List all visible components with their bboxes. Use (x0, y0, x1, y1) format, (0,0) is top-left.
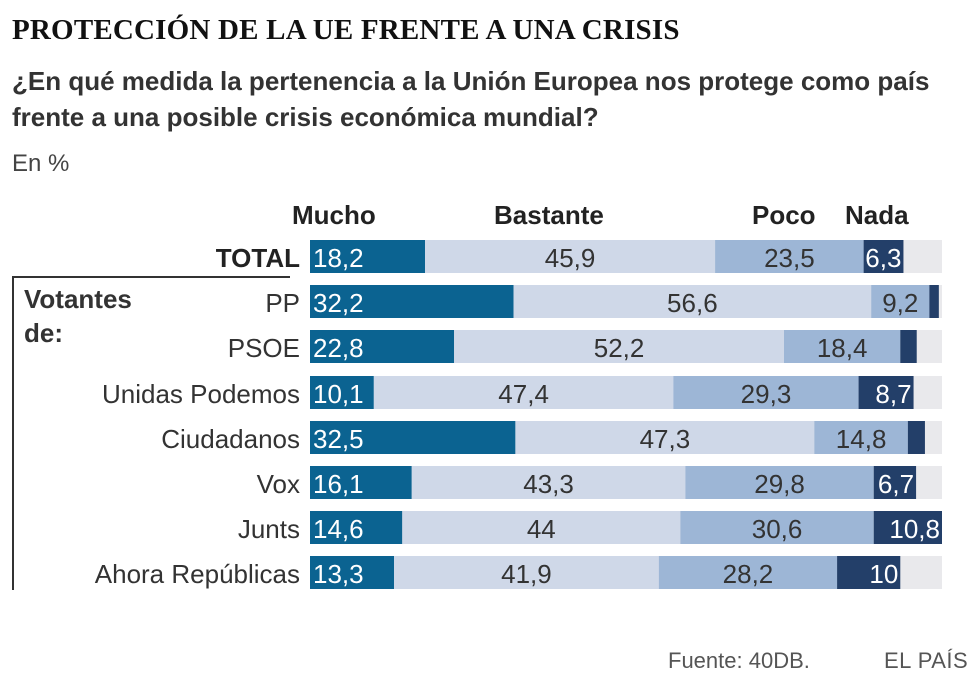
bar-poco-pp (871, 285, 930, 318)
value-label-mucho-unidas-podemos: 10,1 (313, 379, 364, 409)
value-label-poco-unidas-podemos: 29,3 (741, 379, 792, 409)
value-label-poco-psoe: 18,4 (817, 333, 868, 363)
value-label-mucho-vox: 16,1 (313, 469, 364, 499)
bar-poco-psoe (784, 330, 901, 363)
bar-mucho-junts (310, 511, 403, 544)
bar-poco-unidas-podemos (673, 376, 859, 409)
bar-bastante-ahora-republicas (394, 556, 659, 589)
row-label-psoe: PSOE (228, 333, 300, 363)
bar-bastante-vox (411, 466, 686, 499)
voters-label: Votantes de: (24, 284, 132, 348)
value-label-poco-ciudadanos: 14,8 (836, 424, 887, 454)
bar-mucho-pp (310, 285, 514, 318)
value-label-bastante-vox: 43,3 (523, 469, 574, 499)
units-label: En % (12, 150, 70, 177)
value-label-poco-pp: 9,2 (882, 288, 918, 318)
bar-mucho-ahora-republicas (310, 556, 395, 589)
value-label-mucho-junts: 14,6 (313, 514, 364, 544)
value-label-poco-ahora-republicas: 28,2 (723, 559, 774, 589)
bar-bastante-unidas-podemos (373, 376, 674, 409)
value-label-mucho-psoe: 22,8 (313, 333, 364, 363)
bar-mucho-vox (310, 466, 412, 499)
chart-title: PROTECCIÓN DE LA UE FRENTE A UNA CRISIS (12, 14, 680, 46)
value-label-nada-vox: 6,7 (878, 469, 914, 499)
bar-bastante-ciudadanos (515, 421, 815, 454)
value-label-mucho-ciudadanos: 32,5 (313, 424, 364, 454)
value-label-bastante-junts: 44 (527, 514, 556, 544)
bar-poco-vox (685, 466, 874, 499)
value-label-bastante-unidas-podemos: 47,4 (498, 379, 549, 409)
bar-poco-ciudadanos (814, 421, 908, 454)
bar-bastante-junts (402, 511, 681, 544)
value-label-nada-total: 6,3 (865, 243, 901, 273)
bar-mucho-total (310, 240, 426, 273)
value-label-poco-junts: 30,6 (752, 514, 803, 544)
value-label-poco-total: 23,5 (764, 243, 815, 273)
row-label-ciudadanos: Ciudadanos (161, 424, 300, 454)
bar-bastante-pp (513, 285, 872, 318)
bar-poco-ahora-republicas (658, 556, 838, 589)
bar-mucho-unidas-podemos (310, 376, 374, 409)
bar-nada-psoe (900, 330, 917, 363)
value-label-bastante-ciudadanos: 47,3 (640, 424, 691, 454)
legend-nada: Nada (845, 200, 909, 230)
row-label-total: TOTAL (216, 243, 300, 273)
value-label-nada-unidas-podemos: 8,7 (875, 379, 911, 409)
legend-mucho: Mucho (292, 200, 376, 230)
value-label-bastante-psoe: 52,2 (594, 333, 645, 363)
value-label-mucho-total: 18,2 (313, 243, 364, 273)
bar-nada-total (863, 240, 904, 273)
bar-nada-unidas-podemos (858, 376, 914, 409)
voters-bracket: Votantes de: (12, 276, 290, 590)
bar-mucho-psoe (310, 330, 455, 363)
bar-nada-ahora-republicas (837, 556, 901, 589)
value-label-nada-junts: 10,8 (889, 514, 940, 544)
bar-nada-ciudadanos (907, 421, 925, 454)
value-label-nada-ahora-republicas: 10 (869, 559, 898, 589)
value-label-mucho-pp: 32,2 (313, 288, 364, 318)
value-label-mucho-ahora-republicas: 13,3 (313, 559, 364, 589)
bar-nada-vox (873, 466, 917, 499)
bar-nada-junts (873, 511, 942, 544)
legend-poco: Poco (752, 200, 816, 230)
source-note: Fuente: 40DB. (668, 648, 810, 673)
bar-bastante-psoe (454, 330, 784, 363)
bar-mucho-ciudadanos (310, 421, 516, 454)
value-label-bastante-total: 45,9 (545, 243, 596, 273)
bar-poco-junts (680, 511, 874, 544)
publisher-brand: EL PAÍS (884, 648, 969, 673)
bar-nada-pp (929, 285, 939, 318)
value-label-poco-vox: 29,8 (754, 469, 805, 499)
row-label-ahora-republicas: Ahora Repúblicas (95, 559, 300, 589)
row-label-vox: Vox (257, 469, 300, 499)
value-label-bastante-ahora-republicas: 41,9 (501, 559, 552, 589)
row-label-pp: PP (265, 288, 300, 318)
value-label-bastante-pp: 56,6 (667, 288, 718, 318)
legend-bastante: Bastante (494, 200, 604, 230)
row-label-unidas-podemos: Unidas Podemos (102, 379, 300, 409)
bar-poco-total (715, 240, 864, 273)
chart-subtitle: ¿En qué medida la pertenencia a la Unión… (12, 66, 930, 132)
row-label-junts: Junts (238, 514, 300, 544)
bar-bastante-total (425, 240, 716, 273)
